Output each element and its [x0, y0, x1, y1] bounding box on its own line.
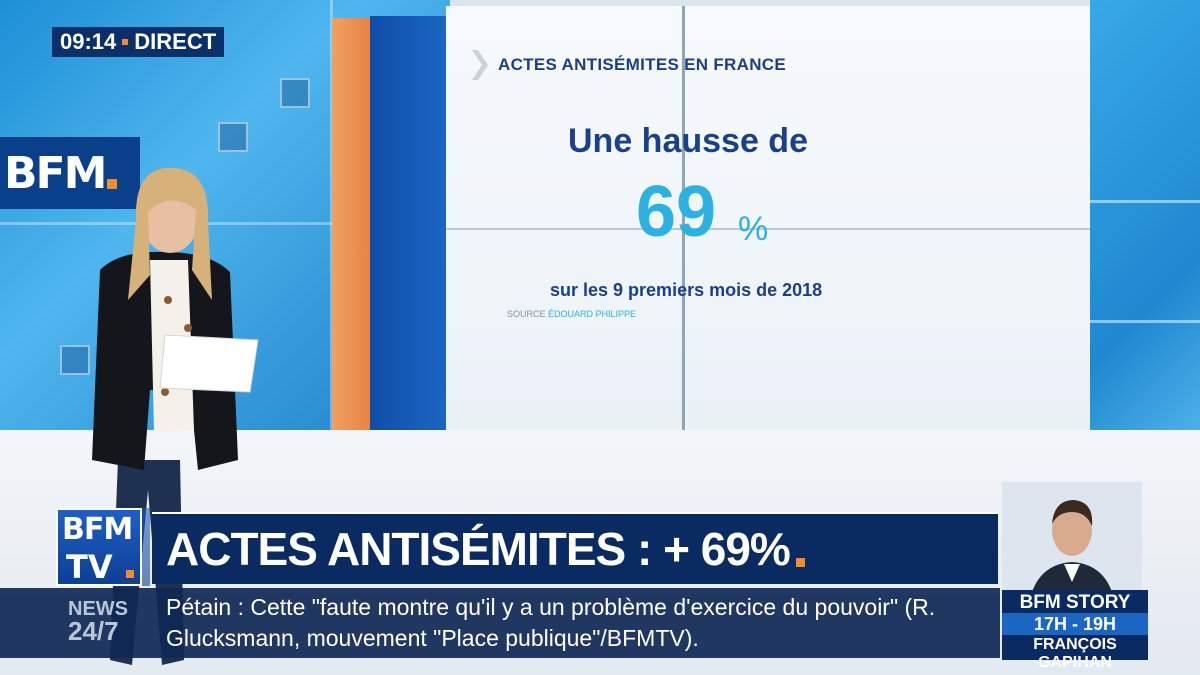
show-title: BFM STORY: [1019, 592, 1131, 613]
news-24-7-label: NEWS 24/7: [68, 598, 128, 646]
live-label: DIRECT: [134, 29, 217, 54]
show-host-photo: [1002, 482, 1142, 592]
headline-banner: ACTES ANTISÉMITES : + 69%: [152, 512, 998, 584]
orange-wall-stripe: [332, 18, 370, 433]
show-host: FRANÇOIS GAPIHAN: [1033, 636, 1117, 671]
panel-value: 69: [636, 172, 717, 252]
panel-title: ACTES ANTISÉMITES EN FRANCE: [498, 55, 786, 74]
chevron-right-icon: [472, 50, 488, 80]
clock-time: 09:14: [60, 29, 117, 54]
ticker-text: Pétain : Cette "faute montre qu'il y a u…: [166, 594, 936, 651]
live-clock: 09:14 DIRECT: [52, 27, 225, 57]
wall-bfm-logo: BFM: [0, 137, 140, 209]
headline-text: ACTES ANTISÉMITES : + 69%: [166, 523, 791, 575]
panel-source: SOURCE ÉDOUARD PHILIPPE: [507, 309, 637, 319]
panel-unit: %: [738, 210, 769, 248]
blue-wall-stripe: [370, 16, 446, 436]
panel-subline: sur les 9 premiers mois de 2018: [550, 280, 823, 300]
right-video-wall: [1090, 0, 1200, 500]
panel-title-row: ACTES ANTISÉMITES EN FRANCE: [472, 50, 786, 80]
show-promo-box: BFM STORY 17H - 19H FRANÇOIS GAPIHAN: [1002, 590, 1148, 671]
info-panel: [446, 6, 1090, 446]
news-ticker: [0, 588, 1000, 658]
bfmtv-logo: BFM TV: [56, 508, 142, 586]
panel-headline: Une hausse de: [568, 122, 808, 160]
show-time: 17H - 19H: [1002, 613, 1148, 635]
